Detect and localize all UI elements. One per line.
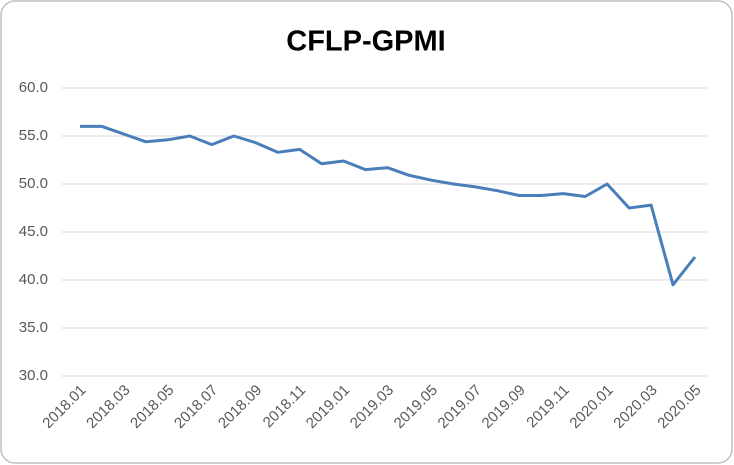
- y-tick-label: 30.0: [19, 367, 48, 384]
- y-tick-label: 35.0: [19, 319, 48, 336]
- y-tick-label: 40.0: [19, 271, 48, 288]
- y-tick-label: 55.0: [19, 127, 48, 144]
- y-tick-label: 45.0: [19, 223, 48, 240]
- chart-title: CFLP-GPMI: [286, 26, 446, 58]
- y-tick-label: 60.0: [19, 79, 48, 96]
- y-tick-label: 50.0: [19, 175, 48, 192]
- data-line: [80, 124, 697, 287]
